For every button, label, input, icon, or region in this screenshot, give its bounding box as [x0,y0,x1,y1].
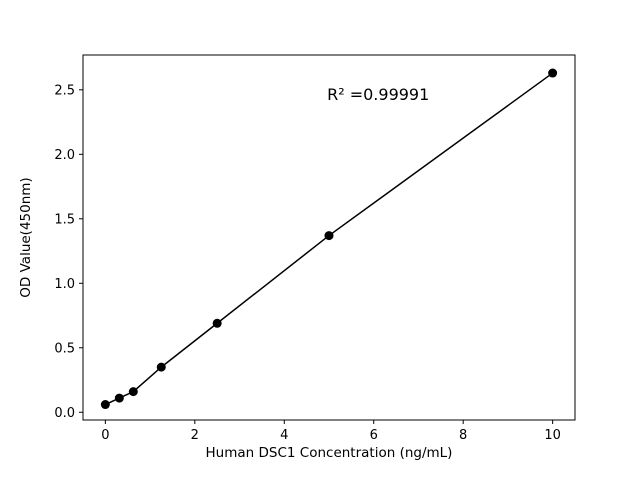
x-axis: 0 2 4 6 8 10 [101,420,561,443]
x-tick-label: 10 [544,428,561,443]
y-axis-label: OD Value(450nm) [18,177,34,297]
data-point [212,318,222,328]
y-tick-label: 1.0 [54,277,75,292]
data-point [114,393,124,403]
x-tick-label: 2 [191,428,199,443]
data-point [548,68,558,78]
y-tick-label: 2.5 [54,83,75,98]
x-axis-label: Human DSC1 Concentration (ng/mL) [206,445,453,461]
y-tick-label: 0.5 [54,341,75,356]
axes-frame [82,54,576,421]
r-squared-annotation: R² =0.99991 [327,85,429,104]
x-tick-label: 0 [101,428,109,443]
y-tick-label: 0.0 [54,406,75,421]
data-point [156,362,166,372]
y-tick-label: 2.0 [54,148,75,163]
data-point [324,231,334,241]
y-axis: 0.0 0.5 1.0 1.5 2.0 2.5 [54,83,83,421]
y-tick-label: 1.5 [54,212,75,227]
data-point [100,400,110,410]
x-tick-label: 6 [370,428,378,443]
x-tick-label: 4 [280,428,288,443]
x-tick-label: 8 [459,428,467,443]
data-points [100,68,558,410]
data-point [128,387,138,397]
